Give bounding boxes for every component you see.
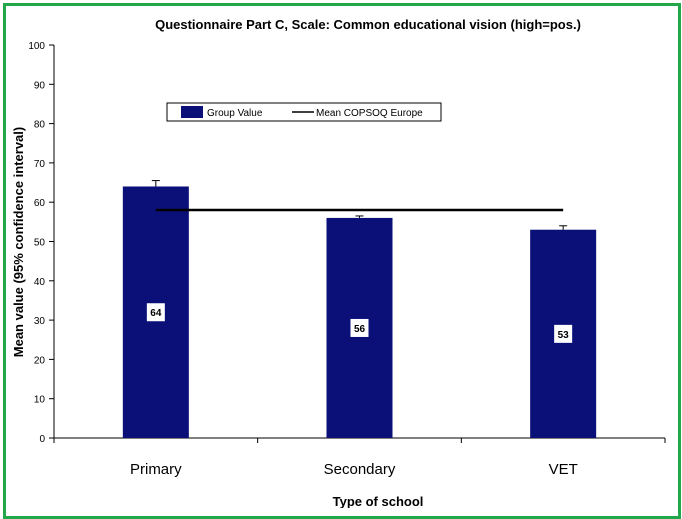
y-tick-label: 40 — [34, 277, 46, 288]
y-tick-label: 50 — [34, 238, 46, 249]
x-tick-label: Secondary — [324, 461, 396, 478]
x-axis-label: Type of school — [333, 494, 424, 508]
y-tick-label: 10 — [34, 395, 46, 406]
y-tick-label: 20 — [34, 355, 46, 366]
bars — [122, 180, 597, 438]
data-label: 53 — [558, 330, 570, 341]
legend-swatch-group-value — [181, 106, 203, 118]
y-tick-label: 80 — [34, 120, 46, 131]
chart-title: Questionnaire Part C, Scale: Common educ… — [155, 17, 581, 32]
data-label: 56 — [354, 324, 366, 335]
y-tick-label: 90 — [34, 80, 46, 91]
y-ticks: 0 10 20 30 40 50 60 70 80 90 100 — [28, 41, 54, 445]
data-label-box — [350, 318, 369, 337]
bar-chart: Questionnaire Part C, Scale: Common educ… — [11, 17, 666, 508]
legend: Group Value Mean COPSOQ Europe — [166, 102, 442, 122]
legend-label-group-value: Group Value — [207, 108, 263, 119]
y-tick-label: 0 — [39, 434, 45, 445]
data-label-box — [554, 324, 573, 343]
y-tick-label: 30 — [34, 316, 46, 327]
data-label: 64 — [150, 308, 162, 319]
y-tick-label: 60 — [34, 198, 46, 209]
y-tick-label: 70 — [34, 159, 46, 170]
x-tick-label: VET — [549, 461, 578, 478]
y-tick-label: 100 — [28, 41, 45, 52]
x-ticks: Primary Secondary VET — [53, 438, 666, 478]
data-label-box — [146, 303, 165, 322]
x-tick-label: Primary — [130, 461, 182, 478]
y-axis-label: Mean value (95% confidence interval) — [11, 127, 26, 357]
data-labels: 64 56 53 — [146, 303, 573, 343]
legend-label-mean-copsoq: Mean COPSOQ Europe — [316, 108, 423, 119]
